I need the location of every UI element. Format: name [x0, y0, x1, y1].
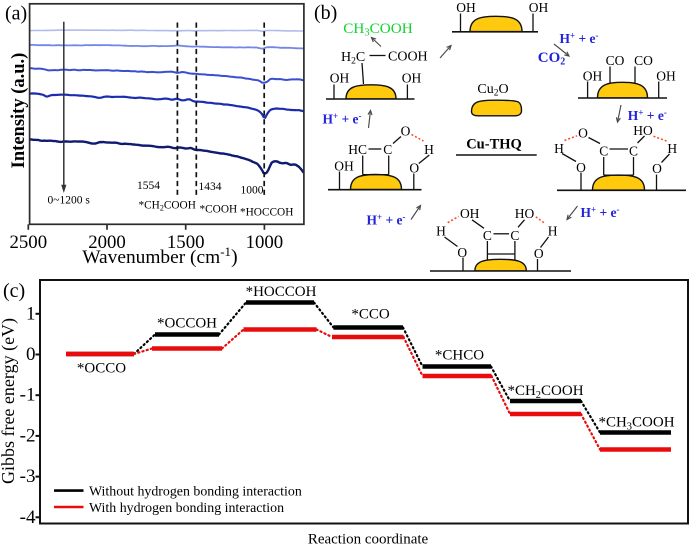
svg-text:-4: -4 — [20, 507, 36, 528]
svg-text:C: C — [483, 228, 492, 243]
svg-text:CH3COOH: CH3COOH — [343, 20, 412, 39]
svg-text:H2C: H2C — [341, 50, 365, 67]
svg-text:*CH2COOH: *CH2COOH — [139, 200, 196, 213]
svg-text:H: H — [554, 141, 564, 156]
svg-text:OH: OH — [583, 69, 603, 84]
svg-text:*OCCOH: *OCCOH — [157, 316, 217, 332]
svg-text:Cu2O: Cu2O — [477, 82, 508, 99]
svg-text:1: 1 — [26, 303, 36, 324]
svg-text:(c): (c) — [3, 280, 25, 302]
svg-text:HC: HC — [348, 142, 367, 157]
svg-text:Reaction coordinate: Reaction coordinate — [308, 532, 429, 548]
svg-text:OH: OH — [656, 69, 676, 84]
svg-text:-3: -3 — [20, 466, 36, 487]
svg-text:OH: OH — [334, 159, 354, 174]
svg-text:2500: 2500 — [10, 232, 48, 253]
svg-text:*COOH: *COOH — [200, 204, 238, 216]
svg-text:C: C — [629, 143, 638, 158]
svg-text:H+ + e-: H+ + e- — [367, 212, 406, 228]
svg-text:*CH3COOH: *CH3COOH — [598, 415, 674, 433]
svg-text:OH: OH — [402, 71, 422, 86]
svg-text:1434: 1434 — [199, 181, 222, 193]
svg-text:OH: OH — [456, 0, 476, 15]
svg-text:CO: CO — [634, 53, 653, 68]
svg-text:H+ + e-: H+ + e- — [560, 31, 599, 47]
svg-text:0: 0 — [26, 344, 36, 365]
svg-text:OH: OH — [330, 71, 350, 86]
svg-text:COOH: COOH — [388, 50, 428, 65]
svg-text:1000: 1000 — [246, 232, 284, 253]
svg-text:*HOCCOH: *HOCCOH — [246, 284, 317, 300]
svg-text:CO2: CO2 — [538, 50, 566, 68]
svg-text:H: H — [436, 224, 446, 239]
svg-text:(a): (a) — [5, 3, 27, 25]
svg-text:O: O — [409, 160, 419, 175]
svg-text:*HOCCOH: *HOCCOH — [240, 207, 293, 219]
svg-text:-1: -1 — [20, 385, 36, 406]
svg-text:OH: OH — [529, 0, 549, 15]
svg-text:C: C — [599, 143, 608, 158]
svg-text:O: O — [652, 161, 662, 176]
svg-text:H+ + e-: H+ + e- — [323, 111, 362, 127]
svg-text:O: O — [578, 125, 588, 140]
svg-text:HO: HO — [515, 206, 535, 221]
svg-text:H: H — [667, 141, 677, 156]
svg-text:H+ + e-: H+ + e- — [628, 108, 667, 124]
svg-text:*OCCO: *OCCO — [77, 361, 126, 377]
svg-text:C: C — [510, 228, 519, 243]
svg-text:HO: HO — [633, 123, 653, 138]
svg-text:Gibbs free energy (eV): Gibbs free energy (eV) — [0, 318, 19, 484]
svg-text:*CHCO: *CHCO — [435, 348, 484, 364]
svg-text:CO: CO — [606, 53, 625, 68]
svg-text:Without hydrogen bonding inter: Without hydrogen bonding interaction — [89, 485, 302, 500]
svg-text:Cu-THQ: Cu-THQ — [466, 137, 522, 153]
svg-text:-2: -2 — [20, 425, 36, 446]
svg-text:OH: OH — [460, 206, 480, 221]
svg-text:O: O — [576, 160, 586, 175]
svg-text:1000: 1000 — [241, 185, 264, 197]
svg-text:H: H — [424, 142, 434, 157]
svg-text:C: C — [383, 142, 392, 157]
svg-text:(b): (b) — [314, 2, 337, 24]
svg-text:H+ + e-: H+ + e- — [581, 205, 620, 221]
svg-text:*CH2COOH: *CH2COOH — [507, 383, 583, 401]
svg-text:1500: 1500 — [167, 232, 205, 253]
svg-text:Wavenumber (cm-1): Wavenumber (cm-1) — [82, 244, 237, 268]
svg-text:Intensity (a.u.): Intensity (a.u.) — [9, 53, 29, 169]
svg-text:0~1200 s: 0~1200 s — [48, 195, 91, 207]
svg-text:1554: 1554 — [137, 180, 160, 192]
svg-text:O: O — [457, 245, 467, 260]
svg-text:*CCO: *CCO — [351, 307, 390, 323]
svg-text:O: O — [401, 123, 411, 138]
svg-text:O: O — [534, 246, 544, 261]
svg-text:H: H — [548, 224, 558, 239]
svg-text:2000: 2000 — [88, 232, 126, 253]
svg-text:With hydrogen bonding interact: With hydrogen bonding interaction — [89, 501, 284, 516]
